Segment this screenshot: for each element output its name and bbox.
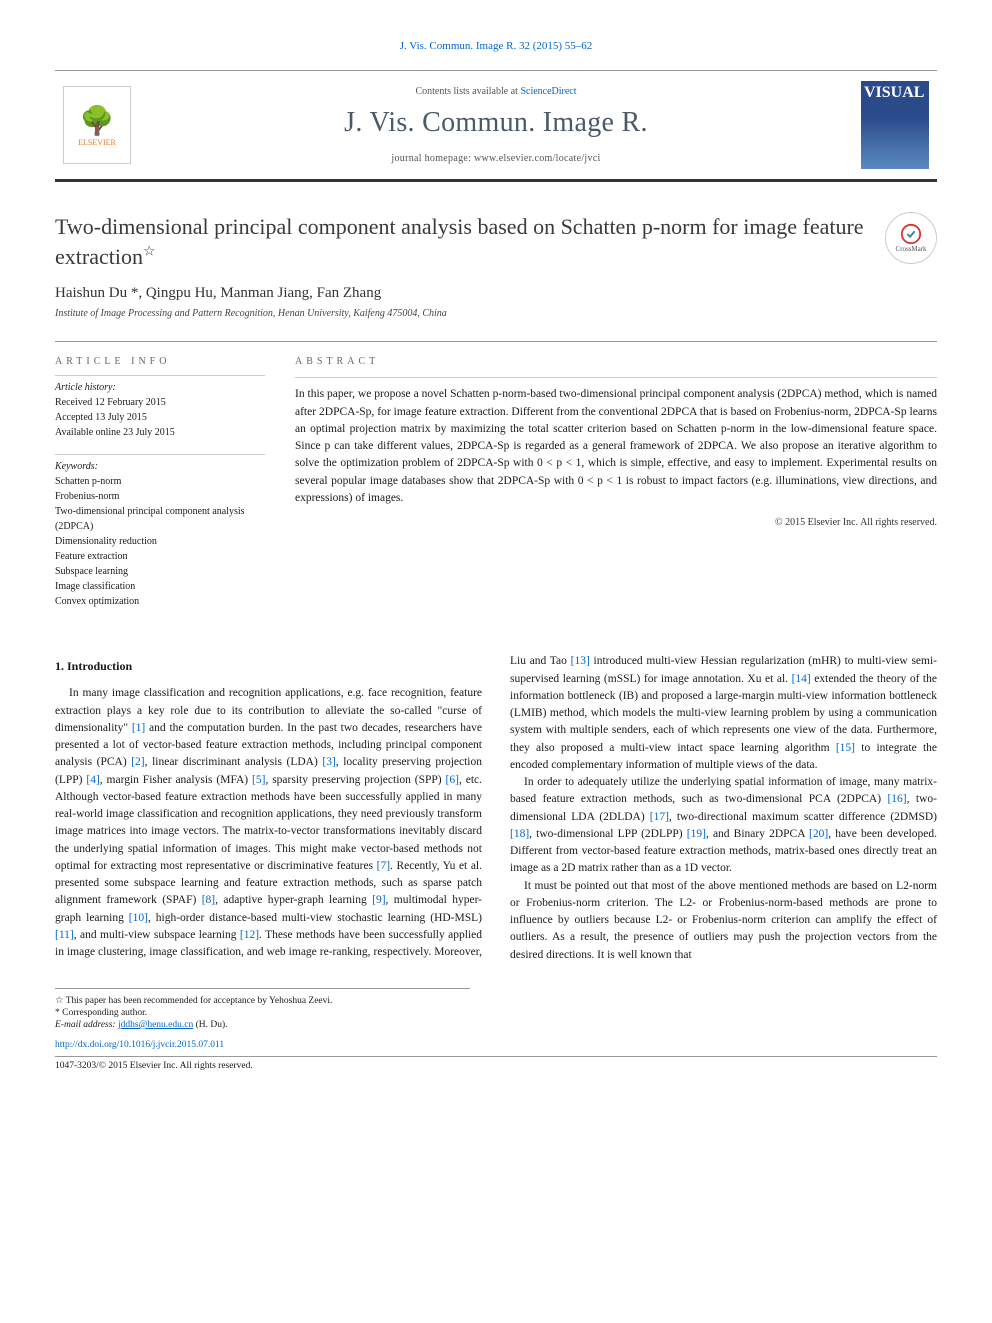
email-suffix: (H. Du). bbox=[193, 1020, 227, 1030]
t: In order to adequately utilize the under… bbox=[510, 776, 937, 805]
issn-copyright: 1047-3203/© 2015 Elsevier Inc. All right… bbox=[55, 1056, 937, 1071]
footnote-recommended: ☆ This paper has been recommended for ac… bbox=[55, 995, 470, 1006]
ref-19[interactable]: [19] bbox=[687, 828, 706, 840]
ref-12[interactable]: [12] bbox=[240, 929, 259, 941]
ref-11[interactable]: [11] bbox=[55, 929, 74, 941]
ref-13[interactable]: [13] bbox=[571, 655, 590, 667]
authors: Haishun Du *, Qingpu Hu, Manman Jiang, F… bbox=[55, 285, 937, 302]
keyword-6: Image classification bbox=[55, 579, 265, 594]
citation-header: J. Vis. Commun. Image R. 32 (2015) 55–62 bbox=[55, 40, 937, 52]
keywords-label: Keywords: bbox=[55, 461, 265, 472]
author-email-link[interactable]: jddhs@henu.edu.cn bbox=[118, 1020, 193, 1030]
paper-page: J. Vis. Commun. Image R. 32 (2015) 55–62… bbox=[0, 0, 992, 1111]
t: , high-order distance-based multi-view s… bbox=[148, 912, 482, 924]
t: , two-directional maximum scatter differ… bbox=[669, 811, 937, 823]
article-history-block: Article history: Received 12 February 20… bbox=[55, 375, 265, 440]
ref-4[interactable]: [4] bbox=[86, 774, 99, 786]
footnote-email: E-mail address: jddhs@henu.edu.cn (H. Du… bbox=[55, 1020, 470, 1030]
homepage-url: www.elsevier.com/locate/jvci bbox=[474, 153, 601, 164]
crossmark-label: CrossMark bbox=[895, 245, 926, 253]
abstract-heading: ABSTRACT bbox=[295, 356, 937, 367]
t: , linear discriminant analysis (LDA) bbox=[145, 756, 323, 768]
ref-14[interactable]: [14] bbox=[792, 673, 811, 685]
keyword-1: Frobenius-norm bbox=[55, 489, 265, 504]
homepage-line: journal homepage: www.elsevier.com/locat… bbox=[143, 153, 849, 164]
title-text: Two-dimensional principal component anal… bbox=[55, 214, 864, 269]
keyword-5: Subspace learning bbox=[55, 564, 265, 579]
keyword-2: Two-dimensional principal component anal… bbox=[55, 504, 265, 534]
abstract-column: ABSTRACT In this paper, we propose a nov… bbox=[295, 356, 937, 623]
history-line-0: Received 12 February 2015 bbox=[55, 395, 265, 410]
ref-5[interactable]: [5] bbox=[252, 774, 265, 786]
ref-7[interactable]: [7] bbox=[377, 860, 390, 872]
article-info-heading: ARTICLE INFO bbox=[55, 356, 265, 367]
doi-block: http://dx.doi.org/10.1016/j.jvcir.2015.0… bbox=[55, 1040, 937, 1071]
ref-17[interactable]: [17] bbox=[650, 811, 669, 823]
keyword-0: Schatten p-norm bbox=[55, 474, 265, 489]
t: , and multi-view subspace learning bbox=[74, 929, 240, 941]
footnote-corresponding: * Corresponding author. bbox=[55, 1008, 470, 1018]
ref-2[interactable]: [2] bbox=[131, 756, 144, 768]
history-line-2: Available online 23 July 2015 bbox=[55, 425, 265, 440]
authors-text: Haishun Du *, Qingpu Hu, Manman Jiang, F… bbox=[55, 285, 381, 301]
abstract-text: In this paper, we propose a novel Schatt… bbox=[295, 377, 937, 507]
title-footnote-marker: ☆ bbox=[143, 244, 156, 259]
email-label: E-mail address: bbox=[55, 1020, 118, 1030]
intro-para-2: In order to adequately utilize the under… bbox=[510, 774, 937, 878]
t: , two-dimensional LPP (2DLPP) bbox=[529, 828, 687, 840]
t: , etc. Although vector-based feature ext… bbox=[55, 774, 482, 872]
contents-prefix: Contents lists available at bbox=[415, 86, 520, 97]
ref-10[interactable]: [10] bbox=[129, 912, 148, 924]
ref-15[interactable]: [15] bbox=[836, 742, 855, 754]
t: , and Binary 2DPCA bbox=[706, 828, 809, 840]
ref-9[interactable]: [9] bbox=[372, 894, 385, 906]
section-1-heading: 1. Introduction bbox=[55, 657, 482, 675]
sciencedirect-link[interactable]: ScienceDirect bbox=[520, 86, 576, 97]
ref-20[interactable]: [20] bbox=[809, 828, 828, 840]
t: , adaptive hyper-graph learning bbox=[215, 894, 372, 906]
ref-1[interactable]: [1] bbox=[132, 722, 145, 734]
ref-16[interactable]: [16] bbox=[887, 793, 906, 805]
t: , sparsity preserving projection (SPP) bbox=[265, 774, 445, 786]
journal-cover-thumb: VISUAL bbox=[861, 81, 929, 169]
history-label: Article history: bbox=[55, 382, 265, 393]
keyword-4: Feature extraction bbox=[55, 549, 265, 564]
ref-6[interactable]: [6] bbox=[446, 774, 459, 786]
keyword-3: Dimensionality reduction bbox=[55, 534, 265, 549]
history-line-1: Accepted 13 July 2015 bbox=[55, 410, 265, 425]
t: , margin Fisher analysis (MFA) bbox=[100, 774, 252, 786]
article-info-column: ARTICLE INFO Article history: Received 1… bbox=[55, 356, 265, 623]
contents-line: Contents lists available at ScienceDirec… bbox=[143, 86, 849, 97]
intro-para-3: It must be pointed out that most of the … bbox=[510, 878, 937, 964]
article-title: Two-dimensional principal component anal… bbox=[55, 212, 867, 271]
crossmark-icon bbox=[900, 223, 922, 245]
crossmark-badge[interactable]: CrossMark bbox=[885, 212, 937, 264]
elsevier-logo: 🌳 ELSEVIER bbox=[63, 86, 131, 164]
abstract-copyright: © 2015 Elsevier Inc. All rights reserved… bbox=[295, 517, 937, 528]
keywords-block: Keywords: Schatten p-norm Frobenius-norm… bbox=[55, 454, 265, 609]
info-abstract-row: ARTICLE INFO Article history: Received 1… bbox=[55, 341, 937, 623]
title-row: Two-dimensional principal component anal… bbox=[55, 212, 937, 271]
ref-3[interactable]: [3] bbox=[322, 756, 335, 768]
homepage-prefix: journal homepage: bbox=[391, 153, 474, 164]
journal-name: J. Vis. Commun. Image R. bbox=[143, 107, 849, 139]
publisher-name: ELSEVIER bbox=[78, 138, 116, 147]
ref-18[interactable]: [18] bbox=[510, 828, 529, 840]
cover-label: VISUAL bbox=[864, 84, 926, 102]
header-center: Contents lists available at ScienceDirec… bbox=[143, 86, 849, 164]
doi-link[interactable]: http://dx.doi.org/10.1016/j.jvcir.2015.0… bbox=[55, 1040, 224, 1050]
ref-8[interactable]: [8] bbox=[202, 894, 215, 906]
keyword-7: Convex optimization bbox=[55, 594, 265, 609]
tree-icon: 🌳 bbox=[80, 104, 115, 138]
footnotes: ☆ This paper has been recommended for ac… bbox=[55, 988, 470, 1030]
body-text: 1. Introduction In many image classifica… bbox=[55, 653, 937, 964]
affiliation: Institute of Image Processing and Patter… bbox=[55, 308, 937, 319]
journal-header: 🌳 ELSEVIER Contents lists available at S… bbox=[55, 70, 937, 182]
